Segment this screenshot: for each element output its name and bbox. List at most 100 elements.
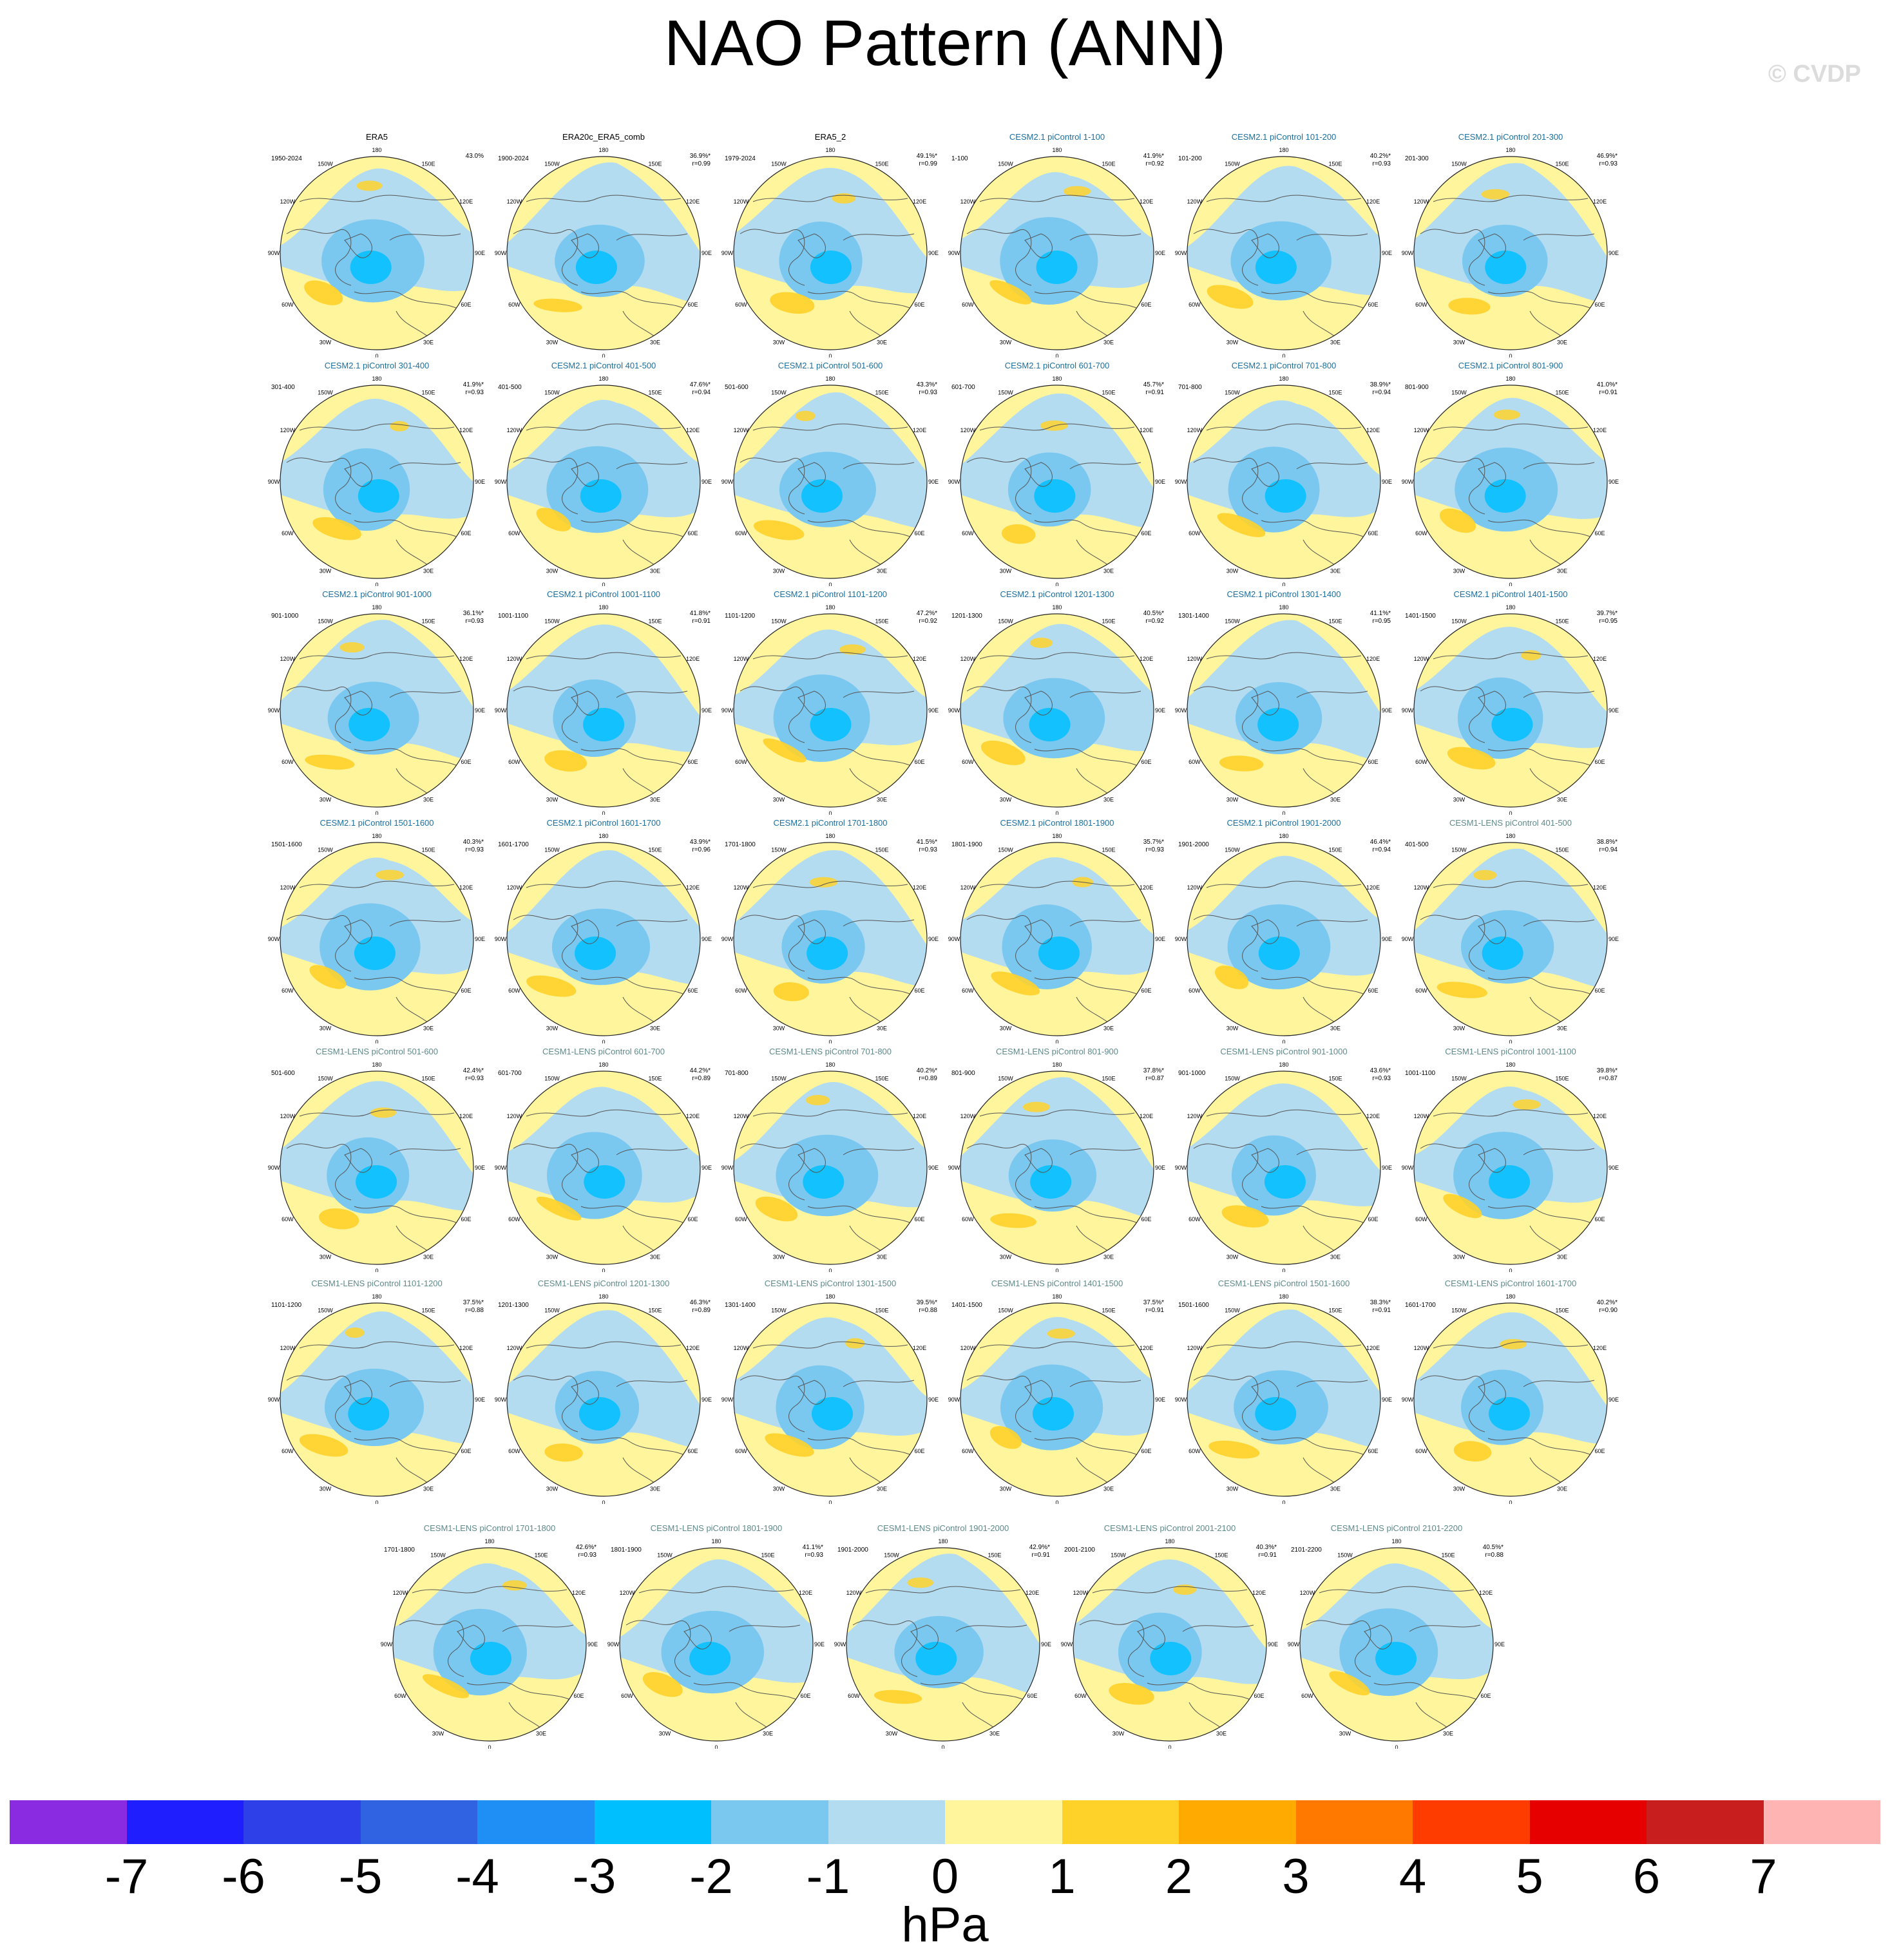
lon-label: 0 [1509, 353, 1512, 357]
panel-pct: 40.2%* [1370, 153, 1391, 160]
lon-label: 60W [848, 1693, 860, 1699]
panel-stats: 41.0%* r=0.91 [1597, 381, 1618, 397]
lon-label: 0 [714, 1744, 718, 1749]
lon-label: 60E [1141, 301, 1152, 308]
panel-years: 401-500 [1405, 841, 1429, 848]
lon-label: 120W [280, 1345, 296, 1351]
lon-label: 0 [602, 353, 605, 357]
lon-label: 90E [1382, 250, 1392, 256]
panel-stats: 41.5%* r=0.93 [917, 839, 937, 854]
lon-label: 150E [1214, 1552, 1228, 1558]
negative-center [470, 1642, 511, 1675]
positive-lobe [805, 1095, 830, 1106]
polar-map: 180 150W 150E 120W 120E 90W 90E 60W 60E 30W 30E 0 [1402, 833, 1619, 1043]
panel-title: CESM2.1 piControl 701-800 [1231, 361, 1337, 370]
field-shading [960, 157, 1154, 350]
polar-map: 180 150W 150E 120W 120E 90W 90E 60W 60E 30W 30E 0 [1175, 376, 1392, 586]
negative-center [578, 1397, 620, 1431]
lon-label: 150E [1328, 618, 1342, 624]
panel-years: 601-700 [498, 1070, 522, 1077]
negative-center [1258, 937, 1300, 970]
field-shading [280, 157, 473, 350]
panel-stats: 42.9%* r=0.91 [1029, 1544, 1050, 1559]
colorbar-swatch [10, 1800, 127, 1844]
polar-map: 180 150W 150E 120W 120E 90W 90E 60W 60E 30W 30E 0 [721, 1061, 939, 1272]
panel-pct: 40.5%* [1143, 610, 1164, 617]
panel-title: CESM2.1 piControl 801-900 [1458, 361, 1563, 370]
lon-label: 60W [394, 1693, 406, 1699]
lon-label: 150W [1451, 1075, 1467, 1081]
lon-label: 60E [1141, 1448, 1152, 1454]
lon-label: 30W [1227, 339, 1239, 346]
lon-label: 0 [828, 1499, 832, 1504]
field-shading [1414, 614, 1607, 807]
lon-label: 180 [1052, 1061, 1062, 1068]
panel-r: r=0.92 [1145, 160, 1164, 167]
lon-label: 120E [1593, 1113, 1607, 1119]
panel-pct: 36.1%* [463, 610, 484, 617]
lon-label: 90E [1155, 936, 1165, 942]
polar-map: 180 150W 150E 120W 120E 90W 90E 60W 60E 30W 30E 0 [1175, 833, 1392, 1043]
lon-label: 150W [318, 846, 333, 853]
lon-label: 30E [423, 1025, 434, 1032]
lon-label: 90W [1288, 1641, 1300, 1648]
lon-label: 0 [1055, 582, 1058, 586]
lon-label: 30W [1453, 1486, 1465, 1492]
positive-lobe [832, 193, 856, 204]
panel-years: 1101-1200 [725, 613, 756, 620]
lon-label: 150E [761, 1552, 774, 1558]
colorbar-swatch [828, 1800, 945, 1844]
lon-label: 90E [1155, 479, 1165, 485]
lon-label: 90W [1175, 707, 1187, 714]
field-shading [280, 1071, 473, 1264]
panel-r: r=0.94 [692, 389, 711, 396]
lon-label: 60W [1301, 1693, 1313, 1699]
lon-label: 120W [1414, 656, 1429, 662]
lon-label: 90E [928, 936, 939, 942]
panel-stats: 37.5%* r=0.91 [1143, 1299, 1164, 1315]
lon-label: 150W [1225, 389, 1240, 395]
lon-label: 60E [688, 530, 698, 537]
lon-label: 60E [915, 1448, 925, 1454]
polar-map: 180 150W 150E 120W 120E 90W 90E 60W 60E 30W 30E 0 [268, 1061, 485, 1272]
lon-label: 30E [1103, 1486, 1114, 1492]
panel-r: r=0.93 [465, 389, 484, 396]
map-panel: CESM2.1 piControl 1501-1600 1501-1600 40.3… [261, 818, 493, 1043]
coastlines [513, 195, 694, 338]
map-border [1413, 156, 1608, 350]
lon-label: 180 [598, 833, 608, 839]
positive-lobe [502, 1580, 527, 1591]
positive-lobe [765, 1433, 814, 1457]
positive-lobe [1173, 1584, 1197, 1595]
lon-label: 90W [268, 479, 280, 485]
negative-center [348, 1397, 390, 1431]
panel-years: 1979-2024 [725, 155, 756, 162]
lon-label: 150E [875, 1307, 888, 1313]
panel-r: r=0.89 [919, 1075, 937, 1082]
lon-label: 30W [546, 568, 558, 575]
colorbar-tick-label: 4 [1398, 1849, 1427, 1904]
lon-label: 60E [1481, 1693, 1491, 1699]
panel-pct: 40.2%* [916, 1067, 937, 1074]
lon-label: 150W [544, 1307, 560, 1313]
lon-label: 180 [1505, 1293, 1515, 1300]
panel-r: r=0.91 [1145, 389, 1164, 396]
lon-label: 90W [721, 936, 734, 942]
coastlines [513, 880, 694, 1023]
lon-label: 150W [998, 160, 1013, 167]
lon-label: 0 [1055, 353, 1058, 357]
lon-label: 30E [1330, 568, 1341, 575]
coastlines [1420, 1341, 1601, 1484]
lon-label: 120W [393, 1590, 408, 1596]
map-border [1187, 385, 1381, 579]
panel-stats: 46.3%* r=0.89 [690, 1299, 711, 1315]
field-shading [280, 614, 473, 807]
lon-label: 60E [915, 987, 925, 994]
lon-label: 90E [475, 936, 485, 942]
coastlines [1420, 880, 1601, 1023]
lon-label: 0 [1282, 810, 1285, 815]
positive-lobe [526, 975, 577, 997]
panel-r: r=0.88 [1485, 1552, 1503, 1559]
polar-map: 180 150W 150E 120W 120E 90W 90E 60W 60E 30W 30E 0 [721, 833, 939, 1043]
negative-center [583, 708, 625, 741]
